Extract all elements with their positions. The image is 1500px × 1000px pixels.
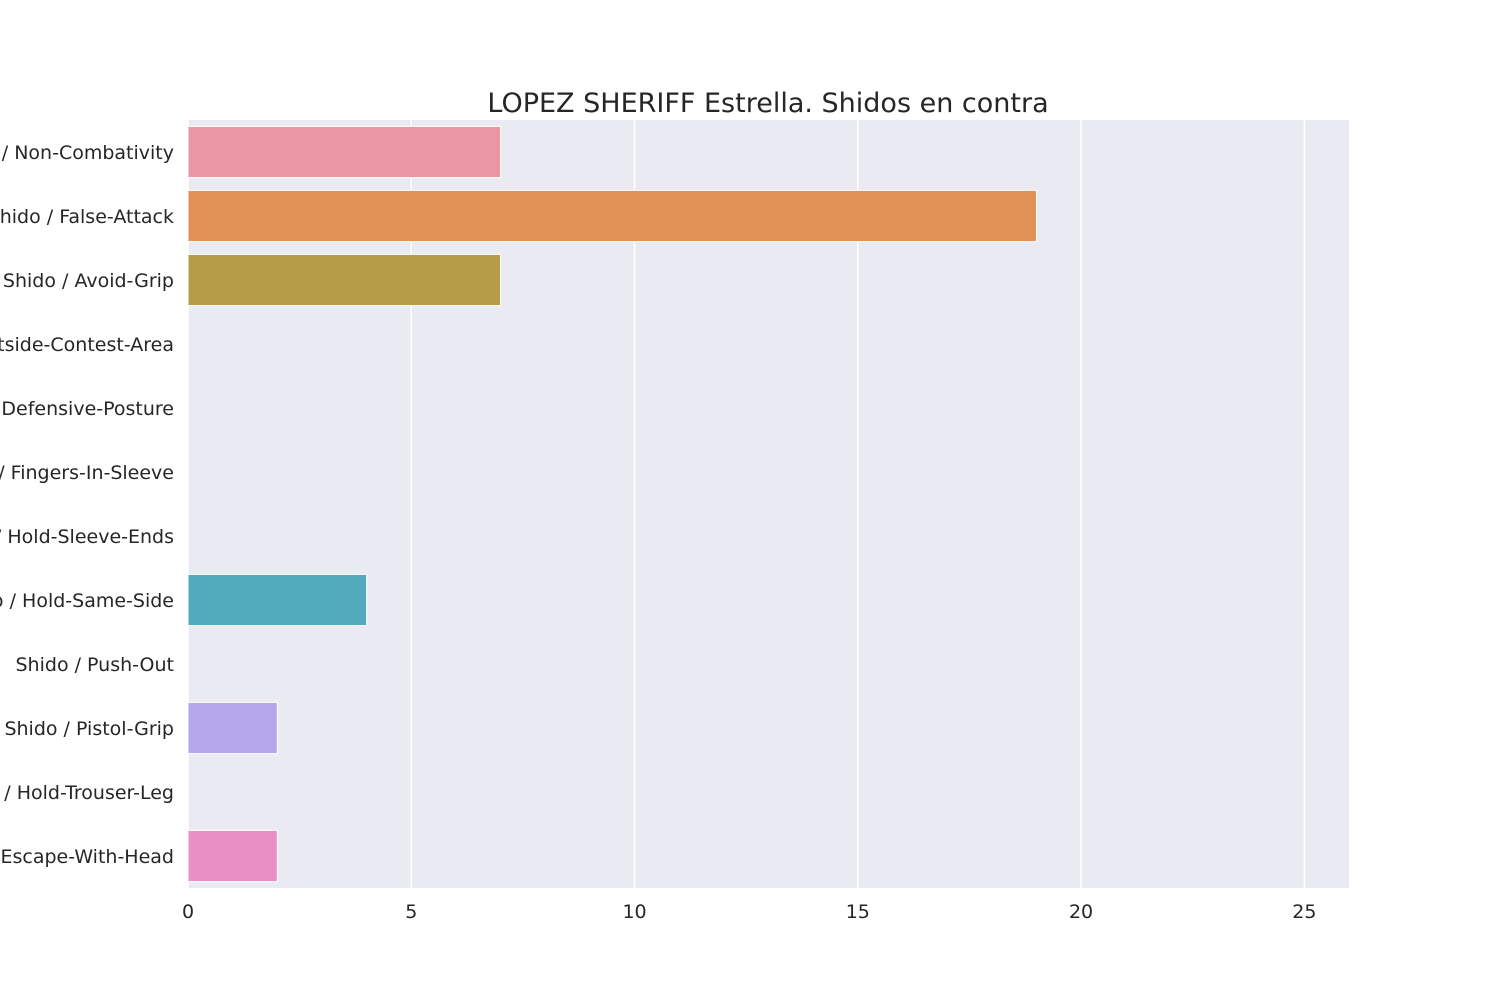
x-tick-label: 20 — [1069, 901, 1093, 923]
bar — [187, 125, 502, 179]
y-tick-label: Shido / Hold-Sleeve-Ends — [0, 526, 174, 548]
y-tick-labels: Shido / Non-Combativity Shido / False-Att… — [0, 142, 174, 868]
x-tick-label: 10 — [622, 901, 646, 923]
y-tick-label: Shido / Hold-Trouser-Leg — [0, 782, 174, 804]
y-tick-label: Shido / Hold-Same-Side — [0, 590, 174, 612]
bar — [187, 829, 278, 883]
y-tick-label: Shido / Non-Combativity — [0, 142, 174, 164]
y-tick-label: Shido / False-Attack — [0, 206, 174, 228]
bar — [187, 253, 502, 307]
bar — [187, 573, 368, 627]
x-tick-label: 15 — [846, 901, 870, 923]
bar — [187, 701, 278, 755]
y-tick-label: Shido / Fingers-In-Sleeve — [0, 462, 174, 484]
x-tick-label: 25 — [1292, 901, 1316, 923]
y-tick-label: Shido / Outside-Contest-Area — [0, 334, 174, 356]
x-tick-labels: 0 5 10 15 20 25 — [182, 901, 1316, 923]
bar — [187, 189, 1037, 243]
y-tick-label: Shido / Escape-With-Head — [0, 846, 174, 868]
y-tick-label: Shido / Defensive-Posture — [0, 398, 174, 420]
y-tick-label: Shido / Avoid-Grip — [3, 270, 174, 292]
plot-area — [188, 120, 1349, 888]
grid-lines — [187, 120, 1306, 888]
x-tick-label: 0 — [182, 901, 194, 923]
bars — [187, 125, 1037, 883]
x-tick-label: 5 — [405, 901, 417, 923]
y-tick-label: Shido / Push-Out — [16, 654, 175, 676]
chart-title: LOPEZ SHERIFF Estrella. Shidos en contra — [487, 88, 1048, 119]
y-tick-label: Shido / Pistol-Grip — [4, 718, 174, 740]
